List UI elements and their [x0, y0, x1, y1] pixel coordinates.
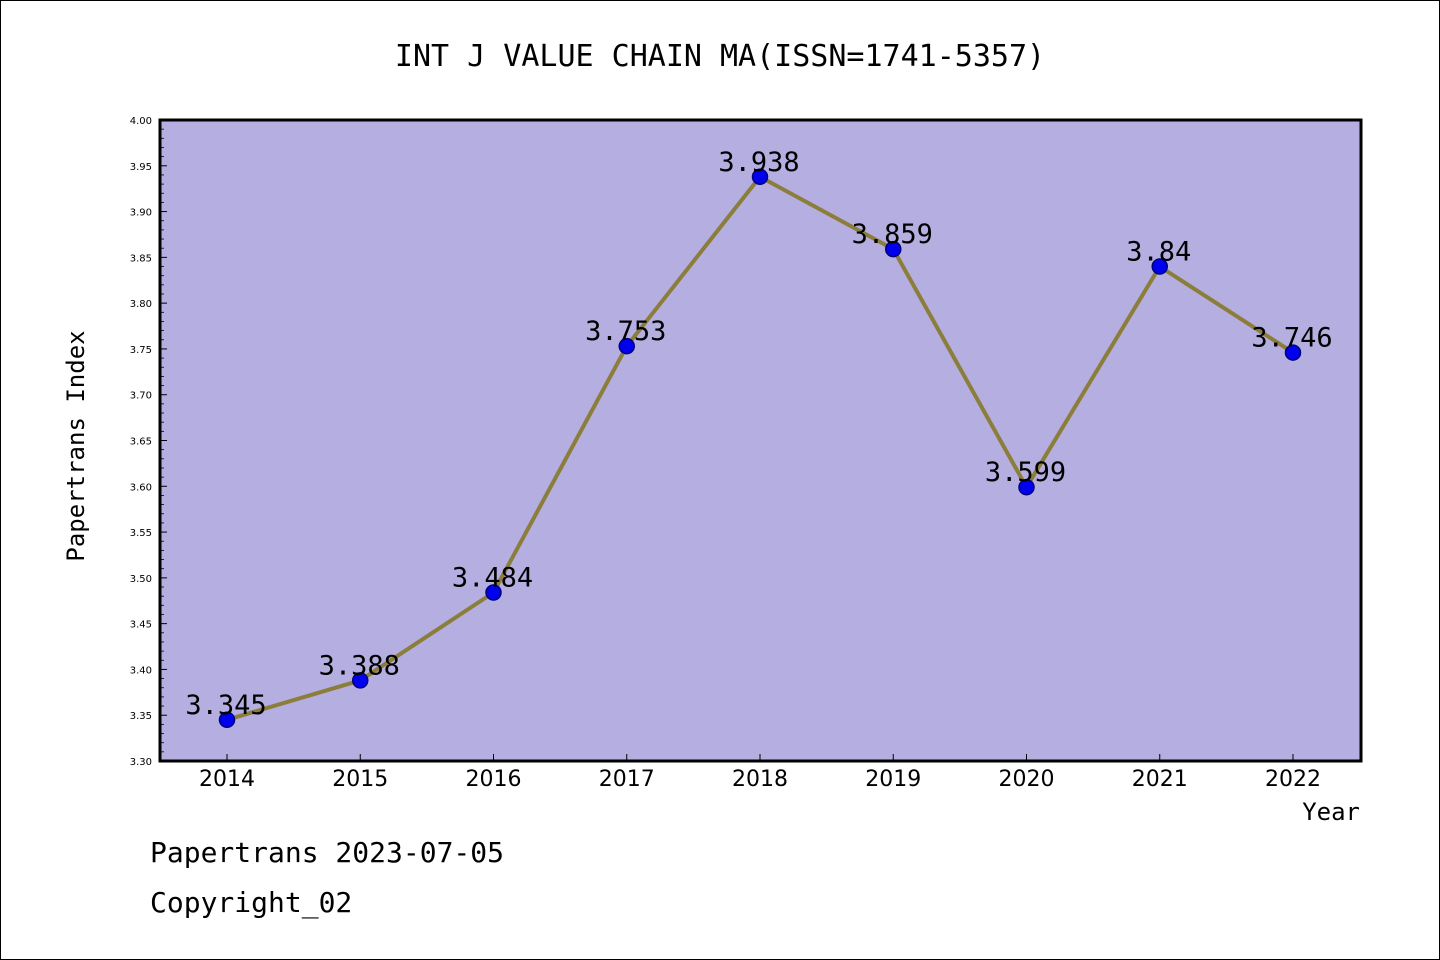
data-label: 3.84 — [1126, 237, 1191, 268]
y-tick-label: 3.85 — [130, 253, 152, 264]
data-label: 3.859 — [852, 219, 933, 250]
x-tick-label: 2018 — [732, 767, 788, 792]
plot-border — [158, 118, 1363, 763]
x-tick-label: 2017 — [599, 767, 655, 792]
data-point — [751, 168, 769, 186]
data-point — [1151, 258, 1168, 275]
footer-copyright: Copyright_02 — [150, 886, 353, 919]
data-label: 3.484 — [452, 563, 533, 594]
plot-area — [160, 120, 1361, 761]
y-tick-label: 3.40 — [130, 665, 152, 676]
data-label: 3.599 — [985, 457, 1066, 488]
y-tick-label: 3.95 — [130, 162, 152, 173]
data-point — [885, 240, 902, 258]
x-tick-label: 2015 — [332, 767, 388, 792]
data-point — [618, 337, 635, 355]
data-point — [218, 711, 236, 729]
y-axis-ticks: 3.30 3.35 3.40 3.45 3.50 3.55 3.60 3.65 3.70 3.75… — [130, 116, 167, 768]
data-point — [352, 672, 369, 689]
y-tick-label: 3.30 — [130, 757, 152, 768]
y-tick-label: 3.80 — [130, 299, 152, 310]
data-point — [1284, 344, 1302, 361]
y-tick-label: 3.65 — [130, 437, 152, 448]
x-tick-label: 2016 — [466, 767, 522, 792]
x-tick-label: 2019 — [865, 767, 921, 792]
data-label: 3.938 — [718, 147, 799, 178]
y-tick-label: 3.45 — [130, 620, 152, 631]
x-tick-label: 2021 — [1132, 767, 1188, 792]
data-labels: 3.345 3.388 3.484 3.753 3.938 3.859 3.599 3.84 3… — [185, 147, 1332, 721]
x-axis-ticks: 2014 2015 2016 2017 2018 2019 2020 2021 2022 — [199, 754, 1321, 792]
x-axis-label: Year — [1302, 798, 1360, 826]
y-axis-label: Papertrans Index — [62, 330, 90, 561]
y-tick-label: 3.55 — [130, 528, 152, 539]
data-point — [485, 584, 502, 601]
y-tick-label: 3.90 — [130, 208, 152, 219]
x-tick-label: 2014 — [199, 767, 255, 792]
data-label: 3.345 — [185, 690, 266, 721]
x-tick-label: 2020 — [999, 767, 1055, 792]
y-tick-label: 4.00 — [130, 116, 152, 127]
data-label: 3.388 — [319, 650, 400, 681]
y-tick-label: 3.50 — [130, 574, 152, 585]
y-tick-label: 3.70 — [130, 391, 152, 402]
y-tick-label: 3.35 — [130, 711, 152, 722]
chart-title: INT J VALUE CHAIN MA(ISSN=1741-5357) — [395, 39, 1045, 74]
series-points — [218, 168, 1302, 729]
data-point — [1018, 478, 1035, 496]
footer-date: Papertrans 2023-07-05 — [150, 836, 505, 869]
x-tick-label: 2022 — [1265, 767, 1321, 792]
data-label: 3.746 — [1251, 323, 1332, 354]
y-tick-label: 3.60 — [130, 482, 152, 493]
y-tick-label: 3.75 — [130, 345, 152, 356]
data-label: 3.753 — [585, 316, 666, 347]
